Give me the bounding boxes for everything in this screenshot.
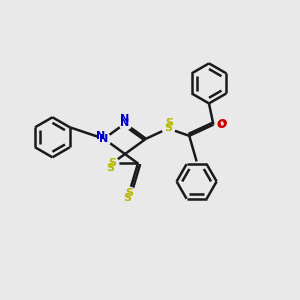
Text: O: O	[216, 120, 226, 130]
Text: N: N	[120, 114, 130, 124]
Text: S: S	[124, 193, 132, 203]
Text: N: N	[99, 134, 109, 144]
Text: S: S	[106, 163, 115, 173]
Text: S: S	[164, 124, 172, 134]
Text: N: N	[96, 131, 105, 141]
Text: S: S	[125, 188, 133, 198]
Text: N: N	[120, 118, 130, 128]
Text: S: S	[108, 158, 116, 168]
Text: O: O	[218, 119, 227, 129]
Text: S: S	[166, 118, 173, 128]
